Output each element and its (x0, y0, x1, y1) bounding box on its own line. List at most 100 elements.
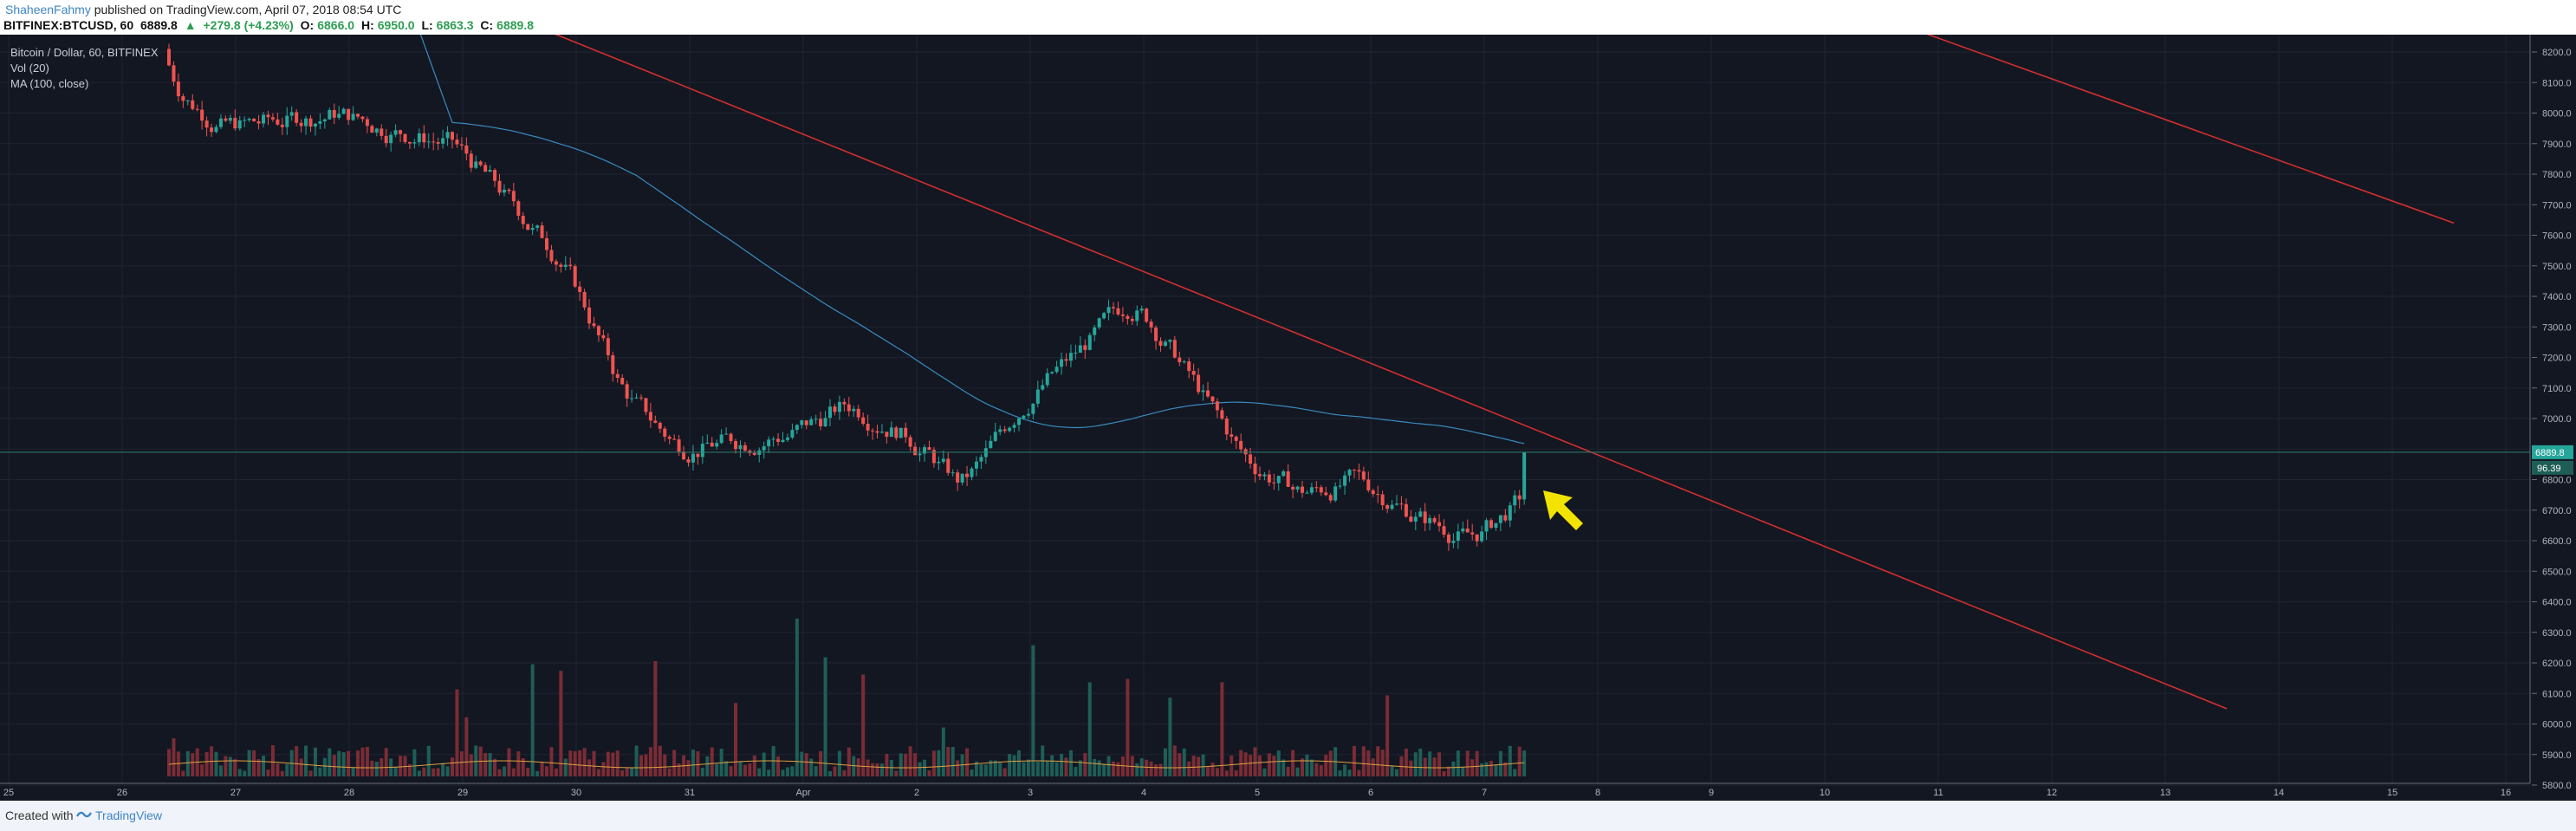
candle-body (1093, 327, 1097, 335)
candle-body (1224, 419, 1229, 435)
candle-body (270, 117, 275, 120)
candle-body (667, 437, 672, 439)
volume-bar (1068, 750, 1073, 776)
volume-bar (979, 764, 983, 776)
candle-body (951, 472, 955, 474)
volume-bar (1149, 761, 1153, 776)
candle-body (1461, 528, 1465, 532)
close-value: 6889.8 (496, 18, 534, 32)
volume-bar (365, 746, 369, 776)
volume-bar (341, 752, 346, 776)
volume-bar (1234, 769, 1238, 776)
tradingview-link[interactable]: TradingView (95, 808, 163, 822)
volume-bar (1295, 767, 1300, 776)
price-chart[interactable]: 8200.08100.08000.07900.07800.07700.07600… (0, 35, 2576, 801)
candle-body (1272, 482, 1276, 484)
candle-body (224, 118, 228, 121)
candle-body (200, 109, 204, 121)
volume-bar (885, 753, 889, 776)
volume-bar (1390, 766, 1394, 776)
candle-body (587, 307, 592, 324)
last-price-badge (2532, 445, 2573, 459)
candle-body (1041, 385, 1045, 390)
candle-body (1064, 359, 1068, 361)
candle-body (436, 142, 440, 144)
candle-body (1116, 308, 1120, 315)
time-tick-label: 12 (2047, 788, 2057, 798)
candle-body (1050, 372, 1054, 373)
candle-body (464, 145, 469, 154)
candle-body (998, 429, 1002, 432)
chart-pane[interactable]: 8200.0 8100.0 8000.0 7900.0 7800.0 7700.0 7600… (0, 35, 2576, 801)
author-link[interactable]: ShaheenFahmy (5, 3, 91, 16)
volume-bar (1249, 755, 1253, 776)
volume-bar (1395, 769, 1398, 776)
price-tick-label: 6000.0 (2542, 720, 2572, 730)
volume-bar (332, 755, 336, 776)
candle-body (1074, 353, 1078, 354)
candle-body (776, 438, 781, 442)
candle-body (1352, 470, 1356, 471)
volume-bar (474, 745, 478, 776)
candle-body (1484, 520, 1489, 532)
volume-bar (1126, 678, 1130, 776)
volume-bar (1451, 761, 1456, 776)
candle-body (483, 165, 488, 172)
candle-body (1371, 490, 1375, 495)
candle-body (795, 425, 799, 431)
candle-body (970, 468, 974, 477)
volume-bar (800, 751, 804, 776)
candle-body (370, 126, 374, 133)
volume-bar (1060, 753, 1064, 776)
candle-body (719, 434, 723, 444)
volume-bar (360, 747, 365, 776)
candle-body (1191, 370, 1196, 375)
candle-body (474, 161, 478, 168)
candle-body (1206, 390, 1210, 397)
candle-body (1432, 517, 1437, 523)
volume-bar (313, 747, 317, 776)
candle-body (700, 444, 704, 458)
candle-body (648, 412, 652, 421)
volume-bar (592, 750, 596, 776)
candle-body (507, 189, 511, 192)
candle-body (1158, 341, 1163, 346)
candle-body (389, 134, 393, 144)
volume-bar (1093, 758, 1097, 776)
candle-body (540, 225, 544, 238)
volume-bar (1413, 752, 1418, 776)
volume-bar (1154, 764, 1158, 776)
volume-bar (1031, 645, 1035, 776)
volume-bar (1475, 750, 1479, 776)
candle-body (823, 418, 827, 427)
volume-bar (483, 752, 488, 776)
volume-bar (1182, 748, 1186, 776)
candle-body (445, 132, 450, 139)
price-tick-label: 8200.0 (2542, 48, 2572, 58)
candle-body (289, 112, 294, 116)
candle-body (696, 453, 700, 458)
volume-bar (908, 746, 912, 776)
volume-bar (1352, 745, 1356, 776)
volume-bar (1087, 682, 1092, 776)
volume-bar (1145, 759, 1149, 776)
volume-bar (1272, 756, 1276, 776)
volume-bar (672, 750, 677, 776)
candle-body (1390, 504, 1394, 510)
volume-bar (729, 766, 733, 776)
volume-bar (1328, 750, 1333, 776)
volume-bar (606, 751, 610, 776)
candle-body (1446, 534, 1450, 543)
candle-body (1097, 318, 1101, 328)
candle-body (233, 117, 237, 129)
volume-bar (875, 763, 879, 776)
volume-bar (696, 750, 700, 776)
candle-body (1437, 522, 1442, 527)
candle-body (965, 473, 970, 477)
volume-bar (1371, 758, 1375, 776)
volume-bar (1494, 764, 1498, 776)
candle-body (828, 406, 832, 419)
candle-body (295, 112, 299, 123)
volume-bar (516, 750, 521, 776)
volume-bar (559, 671, 563, 776)
